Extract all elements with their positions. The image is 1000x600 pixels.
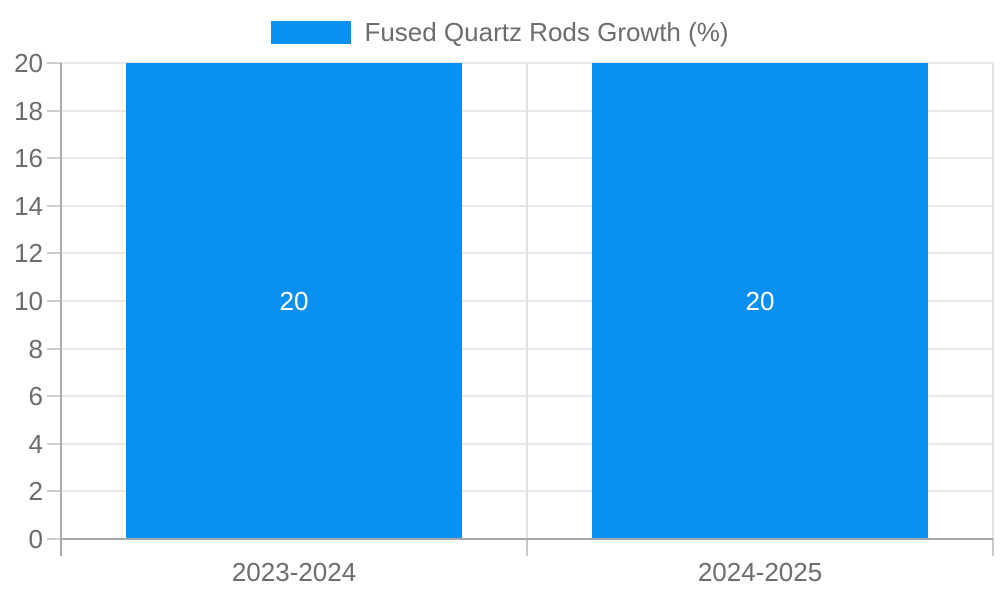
bar-value-label: 20	[279, 285, 309, 316]
legend-swatch[interactable]	[271, 20, 352, 44]
x-axis-tick	[526, 539, 528, 556]
category-boundary-line	[992, 63, 994, 539]
y-tick-label: 16	[14, 143, 43, 174]
y-tick-label: 12	[14, 238, 43, 269]
bar-value-label: 20	[745, 285, 775, 316]
bar[interactable]: 20	[592, 63, 928, 539]
y-axis-tick	[47, 109, 61, 112]
y-tick-label: 8	[28, 333, 43, 364]
y-axis-tick	[47, 347, 61, 350]
y-tick-label: 2	[28, 476, 43, 507]
bar[interactable]: 20	[126, 63, 462, 539]
y-tick-label: 20	[14, 48, 43, 78]
x-axis-tick	[992, 539, 994, 556]
y-axis-tick	[47, 157, 61, 160]
category-boundary-line	[526, 63, 528, 539]
x-tick-label: 2023-2024	[231, 557, 357, 587]
legend[interactable]: Fused Quartz Rods Growth (%)	[0, 16, 1000, 48]
y-axis-line	[60, 63, 62, 556]
y-axis-tick	[47, 204, 61, 207]
x-axis-line	[61, 538, 993, 540]
y-axis-tick	[47, 300, 61, 302]
y-axis-tick	[47, 538, 61, 540]
legend-label: Fused Quartz Rods Growth (%)	[364, 16, 729, 47]
y-tick-label: 4	[28, 428, 43, 459]
y-axis-tick	[47, 442, 61, 445]
x-tick-label: 2024-2025	[697, 557, 823, 587]
y-axis-tick	[47, 252, 61, 255]
y-tick-label: 14	[14, 190, 43, 221]
y-axis-tick	[47, 395, 61, 398]
y-axis-tick	[47, 490, 61, 493]
y-tick-label: 0	[28, 524, 43, 554]
y-tick-label: 18	[14, 95, 43, 126]
y-axis-tick	[47, 62, 61, 64]
y-tick-label: 6	[28, 381, 43, 412]
y-tick-label: 10	[14, 286, 43, 316]
